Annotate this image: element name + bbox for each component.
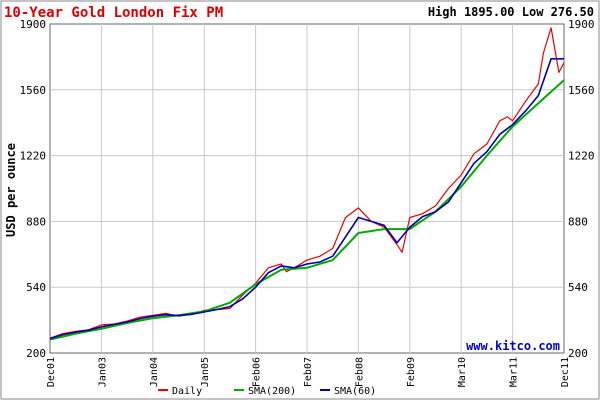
y-tick-label-left: 1560 [20,84,47,97]
y-tick-label-right: 200 [568,347,588,360]
y-tick-label-left: 1220 [20,150,47,163]
series-sma200-line [49,79,565,341]
y-tick-label-left: 540 [26,281,46,294]
legend-label: SMA(200) [248,386,296,397]
y-tick-label-right: 1560 [568,84,595,97]
x-tick-label: Feb09 [406,357,417,387]
chart-title: 10-Year Gold London Fix PM [4,5,223,21]
series-layer [49,27,565,341]
axis-layer: 200 200 540 540 880 880 1220 1220 1560 1560 1900 19… [20,18,595,387]
x-tick-label: Mar10 [457,357,468,387]
y-tick-label-right: 1220 [568,150,595,163]
y-tick-label-left: 880 [26,215,46,228]
x-tick-label: Jan05 [200,357,211,387]
x-tick-label: Mar11 [509,357,520,387]
chart-subtitle: High 1895.00 Low 276.50 [428,5,594,19]
grid-layer [50,24,564,353]
x-tick-label: Feb07 [303,357,314,387]
y-axis-label: USD per ounce [4,143,18,237]
legend-label: SMA(60) [334,386,376,397]
legend: Daily SMA(200) SMA(60) [158,386,376,397]
x-tick-label: Dec01 [46,357,57,387]
y-tick-label-right: 1900 [568,18,595,31]
y-tick-label-left: 200 [26,347,46,360]
x-tick-label: Jan03 [97,357,108,387]
series-daily-line [49,27,565,339]
x-tick-label: Jan04 [149,357,160,387]
y-tick-label-right: 880 [568,215,588,228]
x-tick-label: Feb08 [354,357,365,387]
series-sma60-line [49,57,564,340]
x-tick-label: Feb06 [252,357,263,387]
x-tick-label: Dec11 [560,357,571,387]
y-tick-label-left: 1900 [20,18,47,31]
y-tick-label-right: 540 [568,281,588,294]
kitco-watermark: www.kitco.com [466,339,560,353]
legend-label: Daily [172,386,202,397]
